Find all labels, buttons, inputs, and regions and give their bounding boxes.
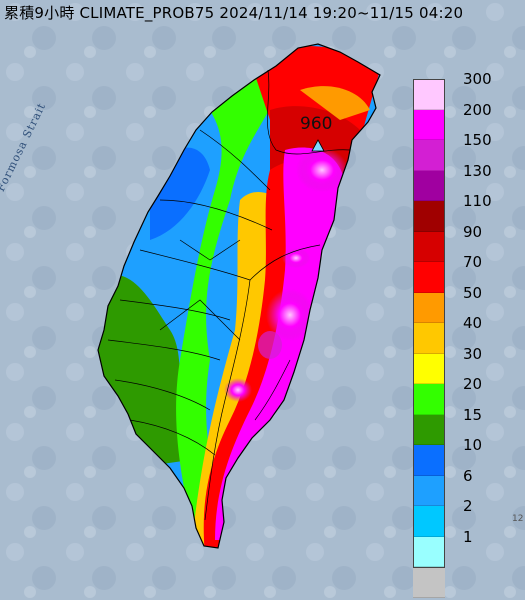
legend-swatch bbox=[413, 567, 445, 598]
legend-label: 50 bbox=[463, 283, 483, 302]
legend-label: 30 bbox=[463, 344, 483, 363]
legend-swatch bbox=[413, 109, 445, 140]
map-title: 累積9小時 CLIMATE_PROB75 2024/11/14 19:20~11… bbox=[4, 4, 464, 22]
legend-label: 90 bbox=[463, 222, 483, 241]
legend-label: 1 bbox=[463, 527, 473, 546]
legend-row: 90 bbox=[413, 223, 513, 262]
legend-row: 15 bbox=[413, 406, 513, 445]
corner-text: 12 bbox=[512, 514, 524, 524]
legend-row: 20 bbox=[413, 375, 513, 415]
coastline bbox=[97, 43, 381, 549]
legend-label: 6 bbox=[463, 466, 473, 485]
legend-label: 300 bbox=[463, 70, 492, 88]
legend-label: 15 bbox=[463, 405, 483, 424]
legend-label: 2 bbox=[463, 497, 473, 515]
legend-row: 50 bbox=[413, 284, 513, 323]
legend-row: 70 bbox=[413, 253, 513, 293]
legend-row: 30 bbox=[413, 345, 513, 384]
legend-swatch bbox=[413, 384, 445, 415]
legend-swatch bbox=[413, 201, 445, 232]
legend-label: 110 bbox=[463, 192, 492, 210]
legend-swatch bbox=[413, 323, 445, 354]
legend-swatch bbox=[413, 536, 445, 567]
legend-swatch bbox=[413, 475, 445, 506]
color-legend: 300 200 150 130 110 90 70 50 40 30 20 15 10 6 2 1 bbox=[413, 70, 513, 598]
legend-row: 1 bbox=[413, 528, 513, 567]
station-value-label: 960 bbox=[300, 114, 333, 134]
legend-swatch bbox=[413, 445, 445, 476]
legend-row: 300 bbox=[413, 70, 513, 110]
legend-label: 10 bbox=[463, 436, 483, 454]
legend-row: 2 bbox=[413, 497, 513, 537]
legend-swatch bbox=[413, 292, 445, 323]
legend-row: 130 bbox=[413, 162, 513, 201]
legend-row: 200 bbox=[413, 101, 513, 140]
legend-label: 70 bbox=[463, 253, 483, 271]
legend-row: 10 bbox=[413, 436, 513, 476]
legend-swatch bbox=[413, 140, 445, 171]
legend-row: 150 bbox=[413, 131, 513, 171]
legend-swatch bbox=[413, 79, 445, 110]
legend-row bbox=[413, 567, 513, 598]
legend-label: 40 bbox=[463, 314, 483, 332]
legend-row: 40 bbox=[413, 314, 513, 354]
legend-swatch bbox=[413, 170, 445, 201]
legend-swatch bbox=[413, 506, 445, 537]
legend-swatch bbox=[413, 353, 445, 384]
legend-label: 150 bbox=[463, 131, 492, 149]
legend-swatch bbox=[413, 262, 445, 293]
legend-label: 130 bbox=[463, 161, 492, 180]
station-triangle-icon bbox=[311, 139, 325, 152]
legend-row: 110 bbox=[413, 192, 513, 232]
legend-row: 6 bbox=[413, 467, 513, 506]
legend-label: 200 bbox=[463, 100, 492, 119]
legend-swatch bbox=[413, 414, 445, 445]
legend-swatch bbox=[413, 231, 445, 262]
legend-label: 20 bbox=[463, 375, 483, 393]
county-boundaries bbox=[107, 69, 351, 521]
